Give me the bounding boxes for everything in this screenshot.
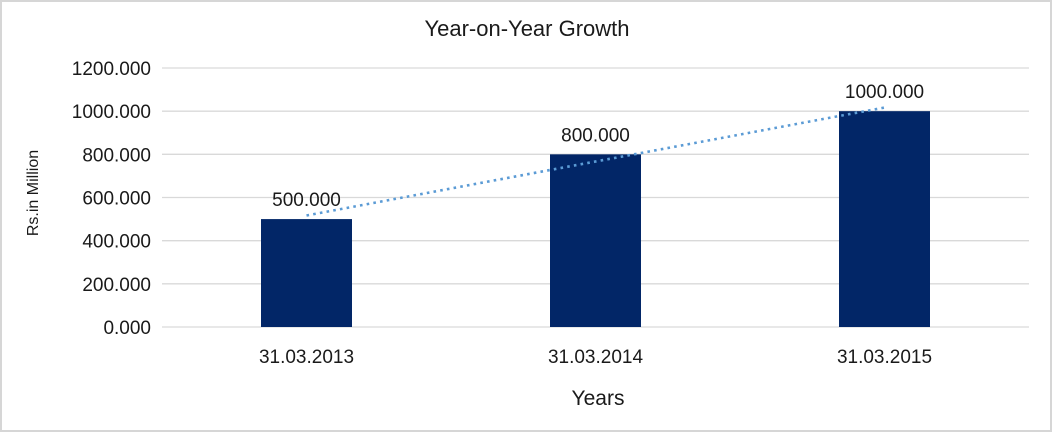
x-tick-labels: 31.03.2013 31.03.2014 31.03.2015 <box>259 347 932 368</box>
data-labels: 500.000 800.000 1000.000 <box>272 82 924 211</box>
y-tick-label: 0.000 <box>103 318 151 339</box>
bar-value-label: 500.000 <box>272 190 341 211</box>
x-tick-label: 31.03.2014 <box>548 347 644 368</box>
chart-title: Year-on-Year Growth <box>424 16 629 41</box>
y-tick-label: 600.000 <box>82 189 151 210</box>
bar <box>550 154 641 327</box>
y-axis-title: Rs.in Million <box>25 150 42 236</box>
bars <box>261 111 930 328</box>
y-tick-label: 800.000 <box>82 145 151 166</box>
bar-value-label: 1000.000 <box>845 82 924 103</box>
bar-value-label: 800.000 <box>561 125 630 146</box>
bar <box>839 111 930 328</box>
y-tick-label: 1000.000 <box>72 102 151 123</box>
bar <box>261 219 352 327</box>
y-tick-label: 1200.000 <box>72 59 151 80</box>
x-tick-label: 31.03.2013 <box>259 347 354 368</box>
x-axis-title: Years <box>572 387 625 410</box>
y-tick-label: 400.000 <box>82 232 151 253</box>
x-tick-label: 31.03.2015 <box>837 347 932 368</box>
trendline <box>306 106 885 217</box>
y-tick-labels: 0.000 200.000 400.000 600.000 800.000 1000.00… <box>72 59 151 339</box>
y-tick-label: 200.000 <box>82 275 151 296</box>
